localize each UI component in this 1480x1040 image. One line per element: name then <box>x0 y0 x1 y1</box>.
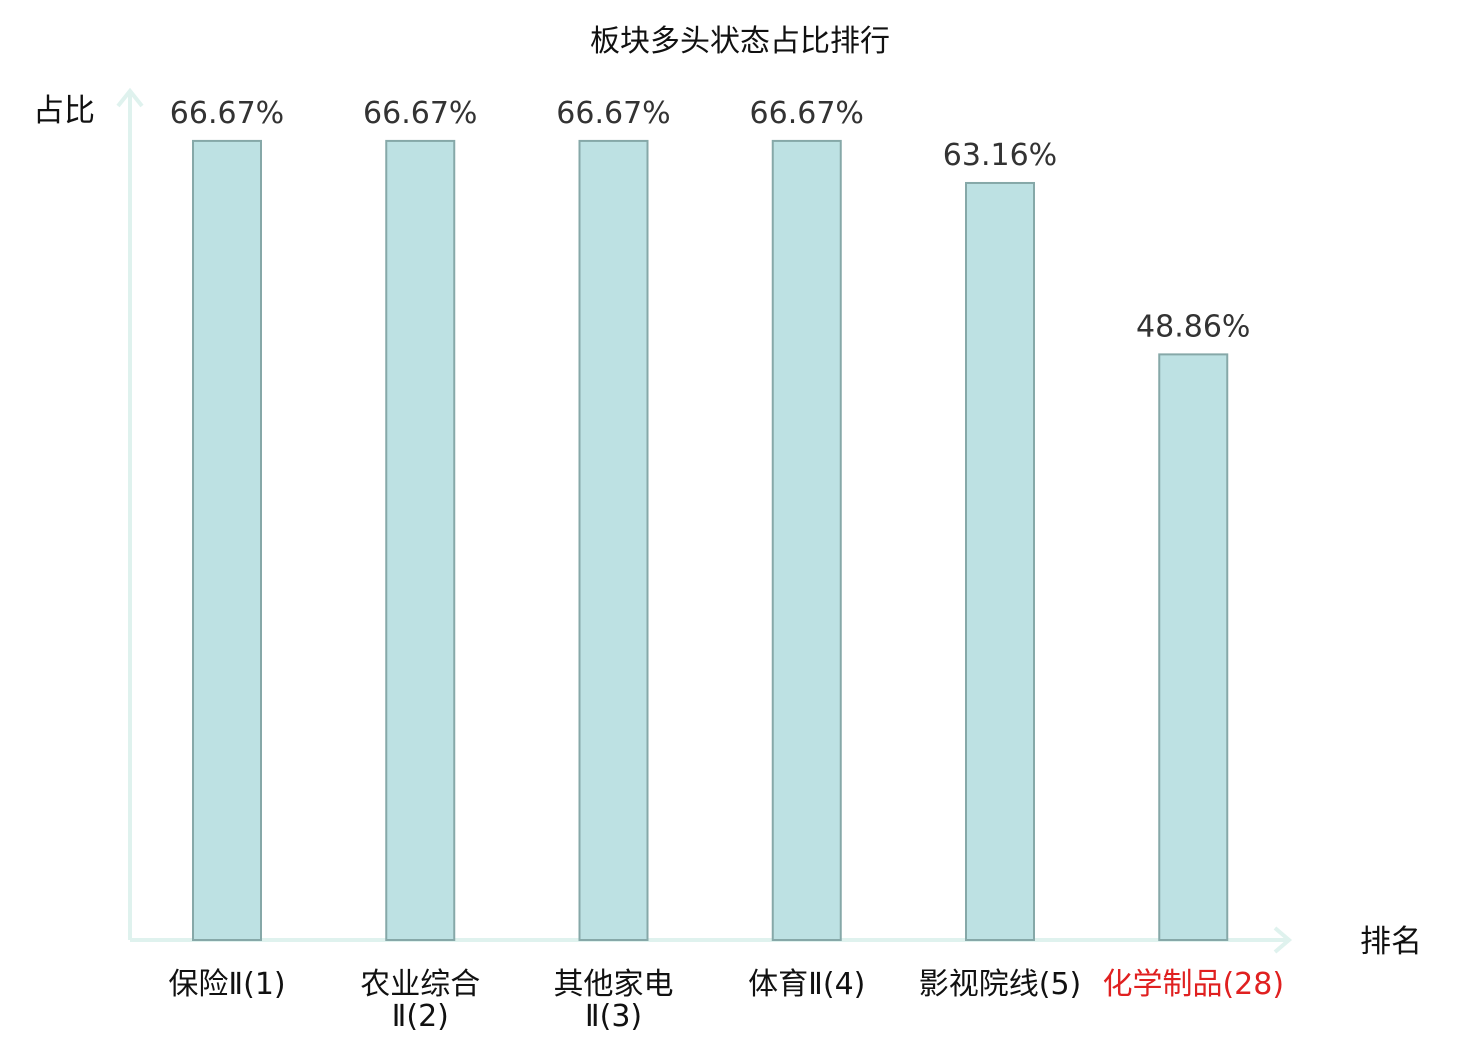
bar-1 <box>192 139 262 942</box>
bar-value-label-3: 66.67% <box>556 96 670 131</box>
bar-value-label-2: 66.67% <box>363 96 477 131</box>
bar-5 <box>965 181 1035 942</box>
category-label-4-line-1: 体育Ⅱ(4) <box>748 967 865 1002</box>
bar-4 <box>771 139 842 942</box>
category-label-2-line-2: Ⅱ(2) <box>392 999 449 1034</box>
category-label-3-line-1: 其他家电 <box>554 967 674 1002</box>
category-label-6-line-1: 化学制品(28) <box>1102 967 1284 1002</box>
bar-2 <box>385 139 456 942</box>
x-axis-arrow <box>1273 926 1293 954</box>
bar-value-label-4: 66.67% <box>750 96 864 131</box>
category-label-3-line-2: Ⅱ(3) <box>585 999 642 1034</box>
value-labels-layer: 66.67% 66.67% 66.67% 66.67% 63.16% 48.86% <box>170 96 1251 344</box>
y-axis-arrow <box>116 87 144 108</box>
bar-value-label-5: 63.16% <box>943 138 1057 173</box>
bar-3 <box>578 139 649 942</box>
y-axis-label: 占比 <box>33 93 95 129</box>
bar-6 <box>1158 353 1229 941</box>
bar-value-label-6: 48.86% <box>1136 309 1250 344</box>
category-label-2-line-1: 农业综合 <box>360 967 480 1002</box>
x-axis-label: 排名 <box>1360 924 1422 960</box>
chart-title: 板块多头状态占比排行 <box>590 24 890 59</box>
category-label-5-line-1: 影视院线(5) <box>919 967 1082 1002</box>
bar-value-label-1: 66.67% <box>170 96 284 131</box>
category-label-1-line-1: 保险Ⅱ(1) <box>168 967 285 1002</box>
bars-layer <box>192 139 1229 942</box>
